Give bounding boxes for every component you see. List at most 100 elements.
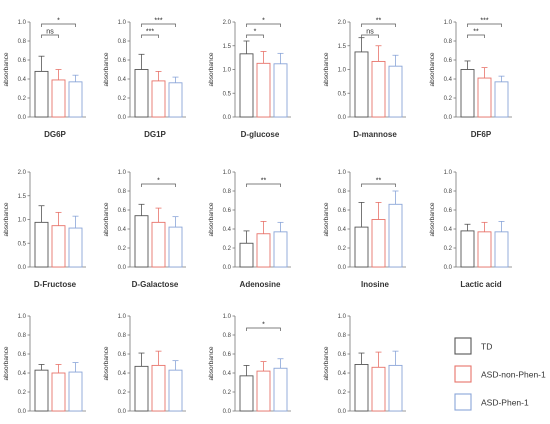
significance-bracket xyxy=(246,34,264,38)
y-tick-label: 0.4 xyxy=(444,227,453,233)
bar-asd-phen-1 xyxy=(68,81,83,118)
significance-bracket xyxy=(361,34,379,38)
bar-asd-non-phen-1 xyxy=(51,225,66,268)
y-axis-label: absorbance xyxy=(208,202,215,236)
bar-asd-phen-1 xyxy=(388,364,403,412)
y-tick-label: 0.0 xyxy=(18,409,27,415)
y-tick-label: 1.0 xyxy=(223,314,232,320)
bar-td xyxy=(34,70,49,118)
significance-label: ns xyxy=(366,29,374,36)
bar-td xyxy=(460,69,475,118)
y-tick-label: 0.2 xyxy=(223,390,232,396)
y-tick-label: 0.6 xyxy=(18,352,27,358)
significance-bracket xyxy=(246,183,281,187)
y-tick-label: 0.2 xyxy=(338,390,347,396)
legend-label: ASD-Phen-1 xyxy=(481,398,529,408)
significance-label: *** xyxy=(154,18,162,25)
y-tick-label: 0.2 xyxy=(118,96,127,102)
y-tick-label: 1.5 xyxy=(223,44,232,50)
panel-succinamic-acid: 0.00.20.40.60.81.0absorbanceSuccinamic a… xyxy=(3,314,86,415)
y-tick-label: 1.0 xyxy=(338,68,347,74)
panel-d-mannose: 0.0 0.5 1.0 1.5 2.0 absorbance ns** D-mannose xyxy=(323,18,406,139)
panel-title: D-glucose xyxy=(241,130,280,139)
bar-asd-non-phen-1 xyxy=(51,79,66,118)
bar-asd-non-phen-1 xyxy=(256,370,271,412)
significance-label: ** xyxy=(376,178,382,185)
panel-d-fructose: 0.0 0.5 1.0 1.5 2.0 absorbance D-Fructose xyxy=(3,170,86,289)
significance-label: * xyxy=(254,29,257,36)
y-tick-label: 0.6 xyxy=(444,58,453,64)
y-tick-label: 0.4 xyxy=(338,227,347,233)
panel-d-galactose: 0.0 0.2 0.4 0.6 0.8 1.0 absorbance * D-Galactose xyxy=(103,170,186,289)
y-tick-label: 0.2 xyxy=(444,246,453,252)
y-tick-label: 0.4 xyxy=(223,227,232,233)
bar-asd-phen-1 xyxy=(388,65,403,118)
bar-asd-non-phen-1 xyxy=(151,221,166,268)
y-tick-label: 1.0 xyxy=(444,20,453,26)
bar-asd-phen-1 xyxy=(494,231,509,268)
significance-label: * xyxy=(262,322,265,329)
y-tick-label: 1.0 xyxy=(338,170,347,176)
panel-dg6p: 0.0 0.2 0.4 0.6 0.8 1.0 absorbance ns* DG6P xyxy=(3,18,86,139)
y-tick-label: 1.0 xyxy=(118,170,127,176)
bar-asd-phen-1 xyxy=(273,231,288,268)
y-tick-label: 0.8 xyxy=(118,333,127,339)
y-tick-label: 1.0 xyxy=(18,314,27,320)
panel-title: D-mannose xyxy=(353,130,397,139)
significance-label: ns xyxy=(46,29,54,36)
y-tick-label: 1.0 xyxy=(118,20,127,26)
bar-td xyxy=(239,242,254,268)
y-axis-label: absorbance xyxy=(323,346,330,380)
y-axis-label: absorbance xyxy=(429,52,436,86)
y-tick-label: 0.4 xyxy=(18,371,27,377)
panel-a-keto-glutaric-acid: 0.00.20.40.60.81.0absorbancea keto gluta… xyxy=(103,314,186,415)
panel-df6p: 0.0 0.2 0.4 0.6 0.8 1.0 absorbance ***** DF6P xyxy=(429,18,512,139)
y-tick-label: 0.6 xyxy=(223,352,232,358)
significance-bracket xyxy=(467,34,485,38)
significance-label: ** xyxy=(261,178,267,185)
bar-asd-phen-1 xyxy=(68,227,83,268)
y-tick-label: 0.4 xyxy=(118,77,127,83)
y-tick-label: 0.8 xyxy=(338,189,347,195)
legend-item-td: TD xyxy=(454,337,492,355)
legend-item-asd-non-phen-1: ASD-non-Phen-1 xyxy=(454,365,546,383)
y-tick-label: 0.8 xyxy=(18,333,27,339)
bar-td xyxy=(134,69,149,118)
y-tick-label: 0.0 xyxy=(223,115,232,121)
panel-inosine: 0.0 0.2 0.4 0.6 0.8 1.0 absorbance ** Inosine xyxy=(323,170,406,289)
y-tick-label: 0.4 xyxy=(118,227,127,233)
bar-asd-non-phen-1 xyxy=(477,77,492,118)
significance-bracket xyxy=(246,23,281,27)
significance-label: * xyxy=(157,178,160,185)
y-tick-label: 0.8 xyxy=(118,39,127,45)
bar-td xyxy=(34,369,49,412)
significance-bracket xyxy=(141,34,159,38)
y-tick-label: 0.2 xyxy=(18,96,27,102)
bar-asd-non-phen-1 xyxy=(477,231,492,268)
y-tick-label: 0.0 xyxy=(338,409,347,415)
panel-title: DG1P xyxy=(144,130,166,139)
bar-td xyxy=(134,365,149,412)
bar-asd-phen-1 xyxy=(494,81,509,118)
y-tick-label: 0.0 xyxy=(118,409,127,415)
legend-label: ASD-non-Phen-1 xyxy=(481,370,546,380)
bar-asd-non-phen-1 xyxy=(371,366,386,412)
bar-asd-phen-1 xyxy=(168,226,183,268)
y-axis-label: absorbance xyxy=(3,52,10,86)
y-tick-label: 2.0 xyxy=(223,20,232,26)
y-tick-label: 0.4 xyxy=(223,371,232,377)
y-tick-label: 0.6 xyxy=(444,208,453,214)
y-tick-label: 0.0 xyxy=(118,265,127,271)
y-axis-label: absorbance xyxy=(103,202,110,236)
y-tick-label: 0.5 xyxy=(338,91,347,97)
legend-swatch xyxy=(454,393,472,411)
y-tick-label: 0.0 xyxy=(444,115,453,121)
y-tick-label: 0.4 xyxy=(444,77,453,83)
y-tick-label: 0.5 xyxy=(18,241,27,247)
y-tick-label: 1.5 xyxy=(338,44,347,50)
bar-asd-phen-1 xyxy=(273,367,288,412)
y-tick-label: 0.2 xyxy=(18,390,27,396)
y-tick-label: 0.8 xyxy=(444,189,453,195)
y-tick-label: 0.2 xyxy=(118,390,127,396)
significance-bracket xyxy=(141,183,176,187)
